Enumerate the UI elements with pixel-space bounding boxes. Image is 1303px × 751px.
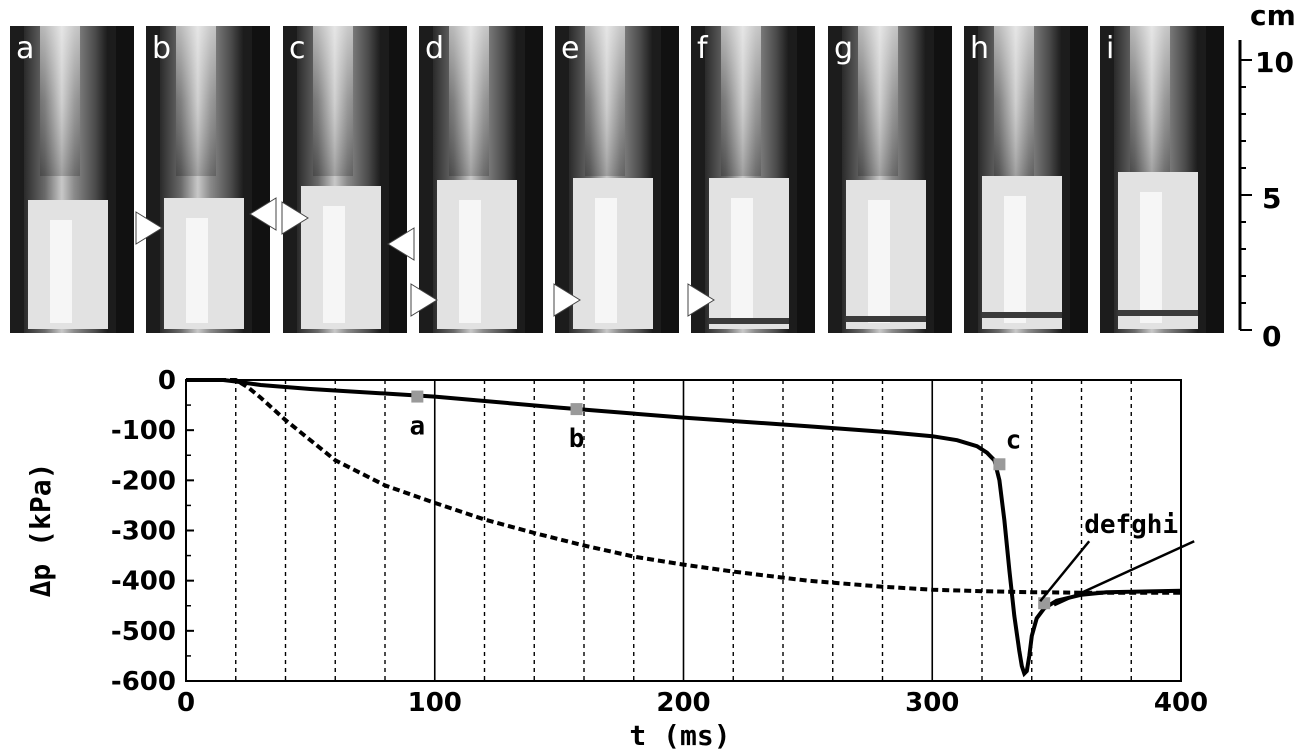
- front-arrow: [687, 283, 715, 317]
- series-dashed-line: [186, 378, 1181, 595]
- light-streak: [858, 26, 898, 176]
- sample-highlight: [459, 200, 481, 323]
- tube-wall: [1206, 26, 1224, 333]
- tube-wall: [934, 26, 952, 333]
- photo-label-d: d: [425, 31, 444, 66]
- sample-highlight: [731, 198, 753, 323]
- sample-highlight: [1004, 196, 1026, 323]
- y-axis-title: Δp (kPa): [24, 463, 57, 598]
- photo-label-f: f: [697, 31, 709, 66]
- photo-label-a: a: [16, 31, 34, 66]
- light-streak: [313, 26, 353, 176]
- photo-panel-i: i: [1100, 26, 1224, 333]
- y-tick-label: -300: [111, 517, 176, 547]
- x-tick-label: 100: [408, 688, 462, 718]
- photo-label-h: h: [970, 31, 989, 66]
- x-tick-label: 200: [656, 688, 710, 718]
- marker-b: [570, 403, 583, 416]
- sample-highlight: [1140, 192, 1162, 323]
- light-streak: [585, 26, 625, 176]
- photo-label-b: b: [152, 31, 171, 66]
- scale-label-5: 5: [1262, 182, 1281, 215]
- front-arrow: [249, 197, 277, 231]
- tube-wall: [252, 26, 270, 333]
- front-arrow: [387, 227, 415, 261]
- marker-c: [993, 458, 1006, 471]
- tube-wall: [1070, 26, 1088, 333]
- photo-panel-f: f: [687, 26, 815, 333]
- light-streak: [721, 26, 761, 176]
- tube-wall: [661, 26, 679, 333]
- marker-label-b: b: [569, 424, 585, 454]
- scale-label-0: 0: [1262, 320, 1281, 353]
- x-tick-labels: 0 100 200 300 400: [177, 688, 1208, 718]
- photo-panel-d: d: [410, 26, 543, 333]
- x-tick-label: 400: [1154, 688, 1208, 718]
- series-solid-line: [186, 378, 1182, 678]
- gap-band: [982, 312, 1062, 318]
- sample-highlight: [323, 206, 345, 323]
- tube-wall: [525, 26, 543, 333]
- leader-line: [1053, 540, 1195, 607]
- photo-panel-e: e: [553, 26, 679, 333]
- sample-highlight: [868, 200, 890, 323]
- tube-wall: [389, 26, 407, 333]
- sample-highlight: [595, 198, 617, 323]
- y-tick-label: -100: [111, 416, 176, 446]
- y-tick-label: -200: [111, 466, 176, 496]
- y-tick-label: 0: [158, 366, 176, 396]
- gap-band: [846, 316, 926, 322]
- tube-wall: [797, 26, 815, 333]
- photo-label-c: c: [289, 31, 306, 66]
- leader-line: [1039, 540, 1091, 603]
- photo-panel-a: a: [10, 26, 134, 333]
- photo-label-e: e: [561, 31, 579, 66]
- front-arrow: [553, 283, 581, 317]
- x-tick-label: 300: [905, 688, 959, 718]
- x-tick-label: 0: [177, 688, 195, 718]
- photo-label-g: g: [834, 31, 853, 66]
- marker-a: [411, 390, 424, 403]
- y-tick-label: -600: [111, 667, 176, 697]
- marker-label-a: a: [410, 412, 426, 442]
- photo-panel-g: g: [828, 26, 952, 333]
- marker-defghi: [1038, 597, 1051, 610]
- marker-label-c: c: [1006, 425, 1022, 455]
- sample-highlight: [186, 218, 208, 323]
- photo-label-i: i: [1106, 31, 1114, 66]
- y-tick-label: -400: [111, 567, 176, 597]
- photo-panel-c: c: [281, 26, 415, 333]
- photo-panel-b: b: [135, 26, 277, 333]
- front-arrow: [410, 283, 438, 317]
- pressure-chart: 0-100-200-300-400-500-600 0 100 200 300 400 …: [24, 366, 1208, 751]
- x-axis-title: t (ms): [629, 719, 730, 751]
- y-tick-label: -500: [111, 617, 176, 647]
- chart-markers: a b c defghi: [410, 390, 1195, 610]
- photo-strip: a b c d e f g h i: [10, 26, 1224, 333]
- chart-grid: [235, 380, 1132, 681]
- light-streak: [449, 26, 489, 176]
- light-streak: [1130, 26, 1170, 176]
- light-streak: [176, 26, 216, 176]
- y-tick-labels: 0 -100 -200 -300 -400 -500 -600: [111, 366, 194, 697]
- gap-band: [709, 318, 789, 324]
- light-streak: [40, 26, 80, 176]
- front-arrow: [135, 211, 163, 245]
- scale-label-10: 10: [1255, 46, 1294, 79]
- gap-band: [1118, 310, 1198, 316]
- front-arrow: [281, 201, 309, 235]
- light-streak: [994, 26, 1034, 176]
- scale-bar: cm 10 5 0: [1238, 0, 1296, 353]
- marker-label-defghi: defghi: [1084, 510, 1178, 540]
- scale-minor-ticks: [1240, 59, 1252, 331]
- photo-panel-h: h: [964, 26, 1088, 333]
- scale-unit: cm: [1250, 0, 1296, 32]
- tube-wall: [116, 26, 134, 333]
- sample-highlight: [50, 220, 72, 323]
